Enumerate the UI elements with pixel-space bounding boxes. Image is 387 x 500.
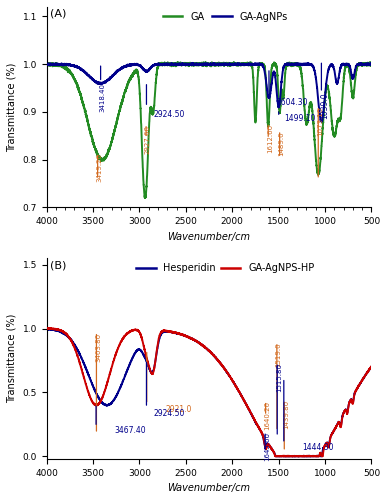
Y-axis label: Transmittance (%): Transmittance (%) bbox=[7, 314, 17, 403]
X-axis label: Wavenumber/cm: Wavenumber/cm bbox=[168, 232, 250, 241]
Y-axis label: Transmittance (%): Transmittance (%) bbox=[7, 62, 17, 152]
Text: 1645.60: 1645.60 bbox=[264, 432, 270, 460]
Text: 2924.50: 2924.50 bbox=[154, 408, 185, 418]
Text: 1515.80: 1515.80 bbox=[276, 362, 282, 392]
Legend: GA, GA-AgNPs: GA, GA-AgNPs bbox=[159, 8, 291, 25]
Text: 1640.20: 1640.20 bbox=[264, 401, 270, 430]
Text: 1499.10: 1499.10 bbox=[284, 114, 316, 124]
Text: 1073.10: 1073.10 bbox=[317, 106, 323, 136]
Text: 3419.20: 3419.20 bbox=[96, 154, 102, 182]
Text: 1439.80: 1439.80 bbox=[283, 400, 289, 429]
Text: 1039.0: 1039.0 bbox=[320, 93, 329, 120]
Text: 1519.0: 1519.0 bbox=[276, 342, 281, 367]
Text: 2921.0: 2921.0 bbox=[165, 405, 192, 414]
Text: 1489.0: 1489.0 bbox=[278, 131, 284, 156]
Text: (B): (B) bbox=[50, 260, 66, 270]
Text: 1444.30: 1444.30 bbox=[302, 444, 334, 452]
Text: 1604.30: 1604.30 bbox=[276, 98, 308, 106]
Text: 2924.50: 2924.50 bbox=[154, 110, 185, 118]
Text: 2927.60: 2927.60 bbox=[145, 125, 151, 154]
X-axis label: Wavenumber/cm: Wavenumber/cm bbox=[168, 483, 250, 493]
Text: (A): (A) bbox=[50, 9, 66, 19]
Text: 1612.60: 1612.60 bbox=[267, 124, 273, 152]
Text: 3418.40: 3418.40 bbox=[99, 84, 105, 112]
Text: 3467.40: 3467.40 bbox=[115, 426, 146, 435]
Text: 3463.80: 3463.80 bbox=[95, 332, 101, 362]
Legend: Hesperidin, GA-AgNPS-HP: Hesperidin, GA-AgNPS-HP bbox=[132, 259, 318, 277]
